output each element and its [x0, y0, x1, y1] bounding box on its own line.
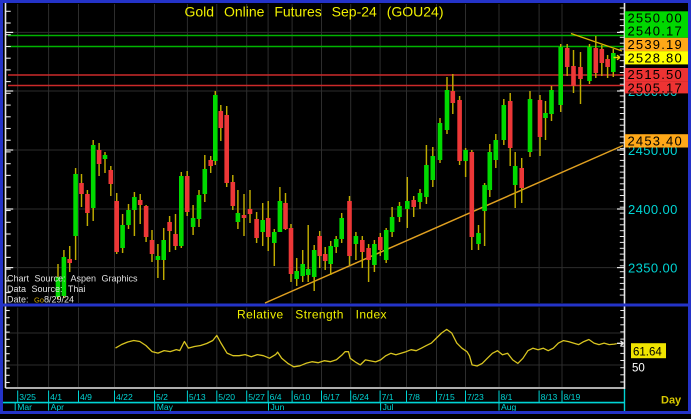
svg-text:6/24: 6/24	[352, 392, 369, 402]
svg-text:2540.17: 2540.17	[628, 24, 683, 39]
svg-text:Aug: Aug	[501, 402, 517, 412]
svg-text:2528.80: 2528.80	[628, 50, 683, 65]
svg-text:2350.00: 2350.00	[628, 260, 678, 275]
svg-text:Data Source: Thai: Data Source: Thai	[7, 284, 85, 294]
svg-text:6/10: 6/10	[294, 392, 311, 402]
svg-text:5/2: 5/2	[156, 392, 168, 402]
svg-text:8/13: 8/13	[541, 392, 558, 402]
svg-text:2400.00: 2400.00	[628, 202, 678, 217]
svg-text:7/8: 7/8	[408, 392, 420, 402]
svg-text:50: 50	[632, 363, 645, 375]
svg-text:Gold Online Futures Sep-24 (GO: Gold Online Futures Sep-24 (GOU24)	[185, 4, 444, 20]
svg-text:2505.17: 2505.17	[628, 80, 683, 95]
svg-text:5/20: 5/20	[218, 392, 235, 402]
svg-text:6/17: 6/17	[323, 392, 340, 402]
svg-text:2453.40: 2453.40	[628, 133, 683, 148]
svg-text:Day: Day	[661, 395, 682, 407]
svg-text:Mar: Mar	[17, 402, 32, 412]
svg-text:Date: Go8/29/24: Date: Go8/29/24	[7, 295, 74, 305]
svg-text:Apr: Apr	[51, 402, 65, 412]
svg-text:61.64: 61.64	[633, 346, 662, 358]
svg-text:2515.50: 2515.50	[628, 67, 683, 82]
svg-text:7/15: 7/15	[438, 392, 455, 402]
svg-text:4/1: 4/1	[50, 392, 62, 402]
svg-text:3/25: 3/25	[19, 392, 36, 402]
svg-text:8/19: 8/19	[564, 392, 581, 402]
svg-text:Chart Source: Aspen Graphics: Chart Source: Aspen Graphics	[7, 274, 138, 284]
svg-text:May: May	[157, 402, 174, 412]
svg-text:8/1: 8/1	[501, 392, 513, 402]
svg-text:Jul: Jul	[383, 402, 394, 412]
svg-text:2539.19: 2539.19	[628, 37, 683, 52]
svg-text:2550.00: 2550.00	[628, 11, 683, 26]
svg-text:Jun: Jun	[271, 402, 285, 412]
svg-text:7/1: 7/1	[382, 392, 394, 402]
svg-text:4/22: 4/22	[116, 392, 133, 402]
svg-text:6/4: 6/4	[270, 392, 282, 402]
svg-text:4/9: 4/9	[80, 392, 92, 402]
svg-text:5/27: 5/27	[248, 392, 265, 402]
svg-text:Relative Strength Index: Relative Strength Index	[237, 308, 387, 322]
svg-text:5/13: 5/13	[189, 392, 206, 402]
svg-text:7/23: 7/23	[467, 392, 484, 402]
